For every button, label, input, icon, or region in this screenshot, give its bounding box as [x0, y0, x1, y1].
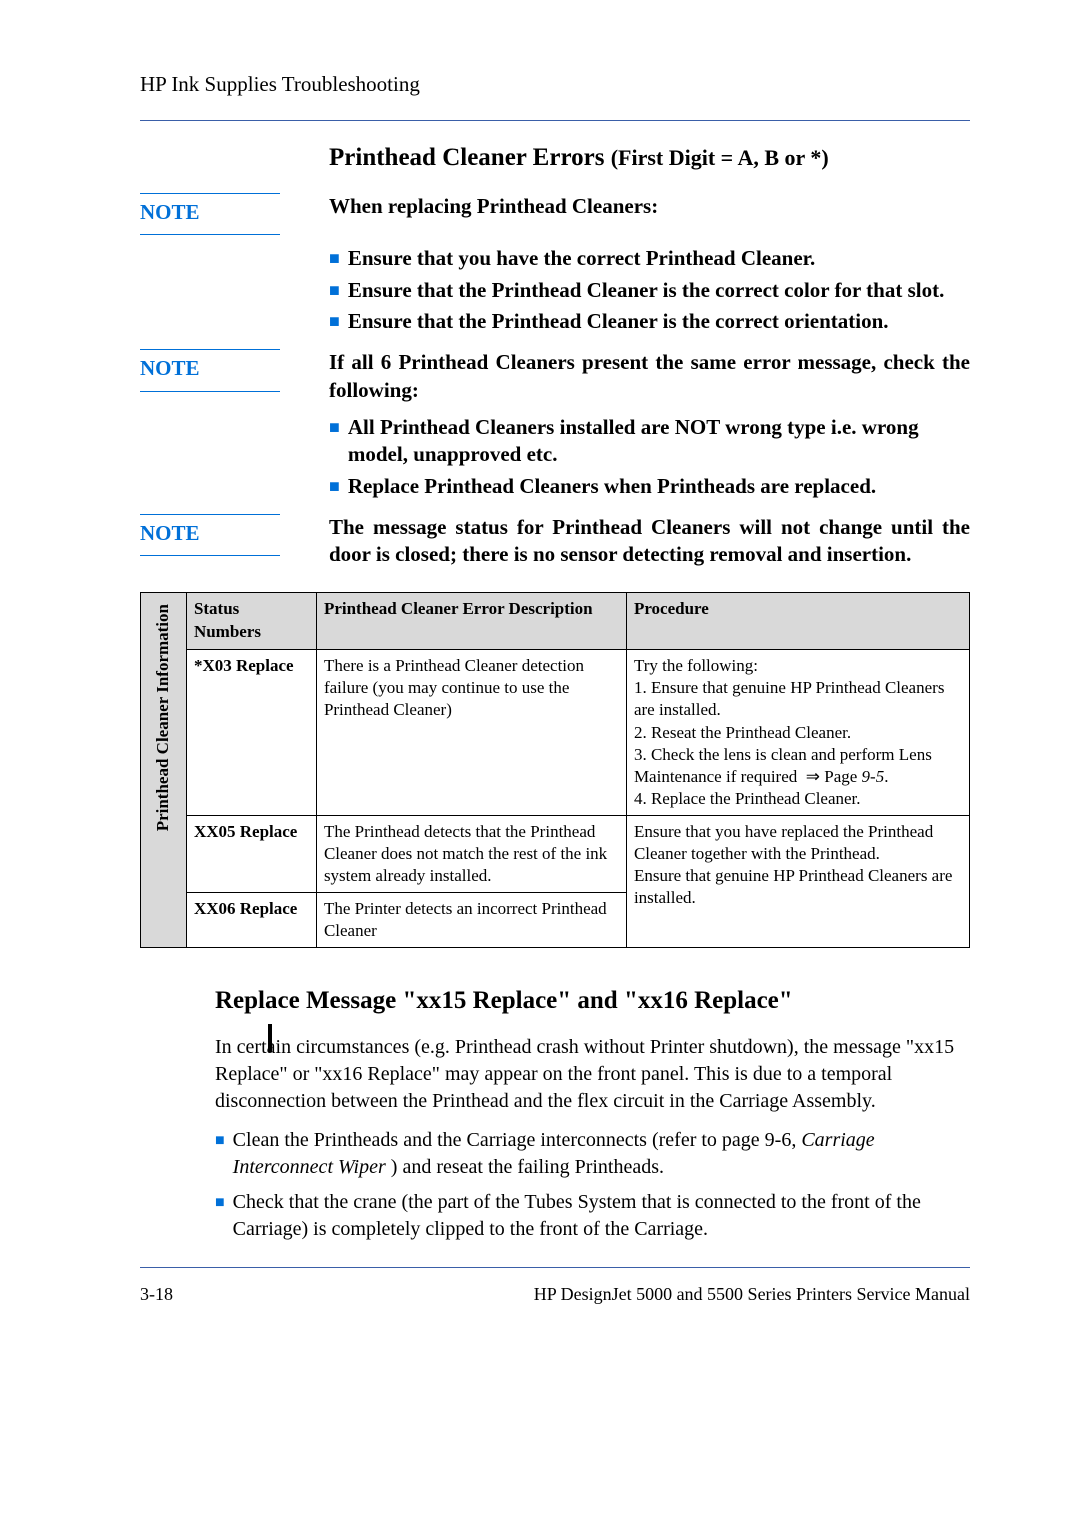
- status-cell: XX05 Replace: [186, 815, 316, 892]
- note-3: NOTE The message status for Printhead Cl…: [140, 514, 970, 569]
- note-content: When replacing Printhead Cleaners:: [329, 193, 970, 220]
- body-bullet-list: ■ Clean the Printheads and the Carriage …: [215, 1127, 970, 1243]
- status-cell: *X03 Replace: [186, 650, 316, 816]
- desc-cell: The Printhead detects that the Printhead…: [316, 815, 626, 892]
- table-header: Printhead Cleaner Error Description: [316, 593, 626, 650]
- page-footer: 3-18 HP DesignJet 5000 and 5500 Series P…: [140, 1282, 970, 1306]
- bullet-text: Clean the Printheads and the Carriage in…: [233, 1127, 970, 1181]
- note-content: The message status for Printhead Cleaner…: [329, 514, 970, 569]
- bullet-text: All Printhead Cleaners installed are NOT…: [348, 414, 970, 469]
- note-label-box: NOTE: [140, 193, 329, 235]
- title-paren: (First Digit = A, B or *): [611, 145, 829, 170]
- bullet-text: Ensure that the Printhead Cleaner is the…: [348, 277, 970, 304]
- square-icon: ■: [215, 1127, 225, 1181]
- bullet-item: ■ Ensure that you have the correct Printh…: [329, 245, 970, 272]
- table-header-row: Printhead Cleaner Information Status Num…: [141, 593, 970, 650]
- page-header: HP Ink Supplies Troubleshooting: [140, 70, 970, 98]
- footer-rule: [140, 1267, 970, 1268]
- table-header: Procedure: [626, 593, 969, 650]
- note-label-box: NOTE: [140, 349, 329, 391]
- note-content: If all 6 Printhead Cleaners present the …: [329, 349, 970, 404]
- note-label: NOTE: [140, 349, 280, 391]
- note-label: NOTE: [140, 193, 280, 235]
- bullet-item: ■ Replace Printhead Cleaners when Printhe…: [329, 473, 970, 500]
- change-bar: [268, 1024, 272, 1052]
- side-header-cell: Printhead Cleaner Information: [141, 593, 187, 948]
- desc-cell: The Printer detects an incorrect Printhe…: [316, 893, 626, 948]
- note-1: NOTE When replacing Printhead Cleaners:: [140, 193, 970, 235]
- bullet-item: ■All Printhead Cleaners installed are NO…: [329, 414, 970, 469]
- bullet-text: Ensure that the Printhead Cleaner is the…: [348, 308, 970, 335]
- note-label: NOTE: [140, 514, 280, 556]
- square-icon: ■: [329, 308, 340, 335]
- bullet-item: ■ Ensure that the Printhead Cleaner is th…: [329, 277, 970, 304]
- body-bullet-item: ■ Check that the crane (the part of the …: [215, 1189, 970, 1243]
- heading-2: Replace Message "xx15 Replace" and "xx16…: [215, 984, 970, 1018]
- title-main: Printhead Cleaner Errors: [329, 144, 611, 171]
- table-header: Status Numbers: [186, 593, 316, 650]
- bullet-text: Ensure that you have the correct Printhe…: [348, 245, 970, 272]
- bullet-list-1: ■ Ensure that you have the correct Printh…: [329, 245, 970, 335]
- section-2: Replace Message "xx15 Replace" and "xx16…: [140, 984, 970, 1243]
- body-paragraph: In certain circumstances (e.g. Printhead…: [215, 1034, 970, 1115]
- bullet-text: Replace Printhead Cleaners when Printhea…: [348, 473, 970, 500]
- square-icon: ■: [329, 473, 340, 500]
- bullet-list-2: ■All Printhead Cleaners installed are NO…: [329, 414, 970, 500]
- top-rule: [140, 120, 970, 121]
- footer-title: HP DesignJet 5000 and 5500 Series Printe…: [534, 1282, 970, 1306]
- bullet-text: Check that the crane (the part of the Tu…: [233, 1189, 970, 1243]
- bullet-item: ■ Ensure that the Printhead Cleaner is th…: [329, 308, 970, 335]
- table-row: XX05 Replace The Printhead detects that …: [141, 815, 970, 892]
- table-row: *X03 Replace There is a Printhead Cleane…: [141, 650, 970, 816]
- desc-cell: There is a Printhead Cleaner detection f…: [316, 650, 626, 816]
- page-number: 3-18: [140, 1282, 173, 1306]
- body-bullet-item: ■ Clean the Printheads and the Carriage …: [215, 1127, 970, 1181]
- proc-cell: Ensure that you have replaced the Printh…: [626, 815, 969, 947]
- square-icon: ■: [329, 245, 340, 272]
- section-title: Printhead Cleaner Errors (First Digit = …: [329, 141, 970, 175]
- proc-cell: Try the following:1. Ensure that genuine…: [626, 650, 969, 816]
- note-label-box: NOTE: [140, 514, 329, 556]
- square-icon: ■: [329, 277, 340, 304]
- square-icon: ■: [329, 414, 340, 469]
- status-cell: XX06 Replace: [186, 893, 316, 948]
- note-2: NOTE If all 6 Printhead Cleaners present…: [140, 349, 970, 404]
- side-header: Printhead Cleaner Information: [148, 598, 179, 837]
- error-table: Printhead Cleaner Information Status Num…: [140, 592, 970, 948]
- square-icon: ■: [215, 1189, 225, 1243]
